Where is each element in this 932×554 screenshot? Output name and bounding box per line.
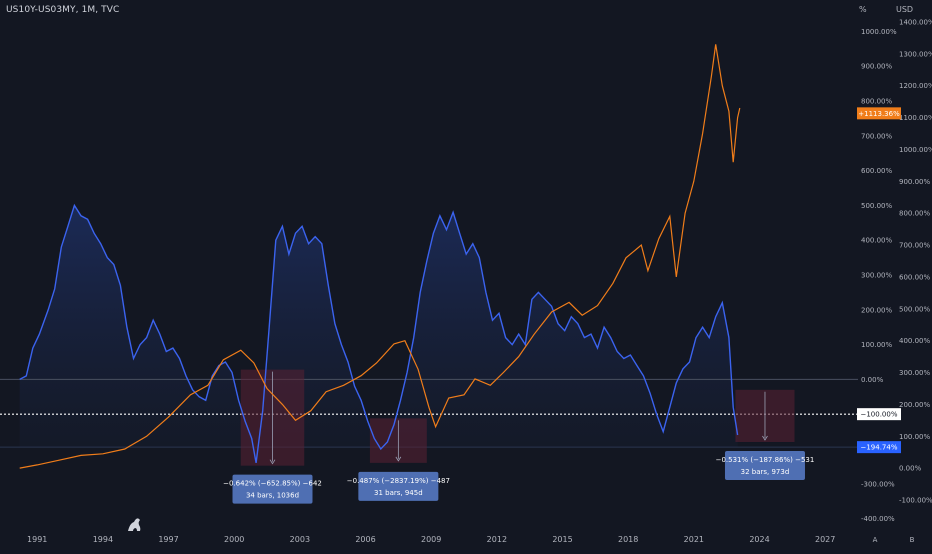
measure-label-line2: 32 bars, 973d (741, 468, 790, 476)
y-tick-usd: 1300.00% (899, 50, 932, 58)
spx-series-line[interactable] (19, 44, 741, 469)
y-tick-percent: -300.00% (861, 480, 895, 488)
axis-log-button[interactable]: B (910, 536, 915, 544)
x-tick: 1997 (158, 535, 178, 544)
y-tick-percent: 700.00% (861, 132, 892, 140)
y-tick-percent: 100.00% (861, 341, 892, 349)
spread-series-line[interactable] (19, 203, 739, 464)
y-tick-usd: 800.00% (899, 210, 930, 218)
x-tick: 2021 (684, 535, 704, 544)
measure-label-line2: 31 bars, 945d (374, 489, 423, 497)
y-tick-percent: 300.00% (861, 271, 892, 279)
price-pill-label: +1113.36% (858, 110, 900, 118)
y-tick-usd: 1400.00% (899, 19, 932, 27)
measure-label-box[interactable] (358, 471, 439, 501)
spread-area-fill (19, 205, 738, 463)
y-tick-percent: 0.00% (861, 376, 884, 384)
y-tick-percent: 400.00% (861, 237, 892, 245)
price-pill (857, 107, 901, 120)
y-tick-usd: 900.00% (899, 178, 930, 186)
legend-title: US10Y-US03MY, 1M, TVC (6, 5, 120, 15)
measure-label-box[interactable] (724, 451, 805, 481)
y-tick-usd: 0.00% (899, 465, 922, 473)
x-tick: 2015 (552, 535, 572, 544)
x-tick: 1994 (93, 535, 113, 544)
price-pill (857, 408, 901, 421)
y-tick-usd: 500.00% (899, 305, 930, 313)
measure-label-line2: 34 bars, 1036d (246, 492, 299, 500)
measure-label-line1: −0.531% (−187.86%) −531 (716, 456, 815, 464)
measure-arrow-head (395, 456, 402, 462)
y-tick-usd: 400.00% (899, 337, 930, 345)
measure-label-line1: −0.487% (−2837.19%) −487 (347, 477, 450, 485)
price-pill-label: −194.74% (860, 444, 897, 452)
y-tick-usd: 100.00% (899, 433, 930, 441)
measure-arrow-head (269, 459, 276, 465)
y-tick-percent: 600.00% (861, 167, 892, 175)
x-tick: 2012 (487, 535, 507, 544)
y-tick-usd: 700.00% (899, 242, 930, 250)
y-tick-percent: 900.00% (861, 63, 892, 71)
x-tick: 2000 (224, 535, 244, 544)
x-tick: 2027 (815, 535, 835, 544)
y-tick-usd: 300.00% (899, 369, 930, 377)
y-tick-percent: 200.00% (861, 306, 892, 314)
usd-axis-header: USD (896, 5, 914, 14)
y-tick-usd: 1000.00% (899, 146, 932, 154)
percent-axis-header: % (859, 5, 867, 14)
x-tick: 2009 (421, 535, 441, 544)
price-pill (857, 441, 901, 454)
y-tick-usd: 600.00% (899, 273, 930, 281)
x-tick: 1991 (27, 535, 47, 544)
measure-label-line1: −0.642% (−652.85%) −642 (223, 480, 322, 488)
measure-arrow-head (762, 435, 768, 441)
measure-label-box[interactable] (232, 474, 313, 504)
y-tick-usd: 200.00% (899, 401, 930, 409)
x-tick: 2003 (290, 535, 310, 544)
x-tick: 2018 (618, 535, 638, 544)
tradingview-logo-icon (128, 518, 141, 531)
y-tick-percent: -400.00% (861, 515, 895, 523)
y-tick-percent: 800.00% (861, 97, 892, 105)
y-tick-usd: -100.00% (899, 497, 932, 505)
y-tick-percent: 1000.00% (861, 28, 897, 36)
axis-auto-button[interactable]: A (873, 536, 878, 544)
price-pill-label: −100.00% (860, 411, 897, 419)
y-tick-usd: 1200.00% (899, 82, 932, 90)
y-tick-percent: 500.00% (861, 202, 892, 210)
x-tick: 2024 (749, 535, 769, 544)
x-tick: 2006 (355, 535, 375, 544)
y-tick-usd: 1100.00% (899, 114, 932, 122)
